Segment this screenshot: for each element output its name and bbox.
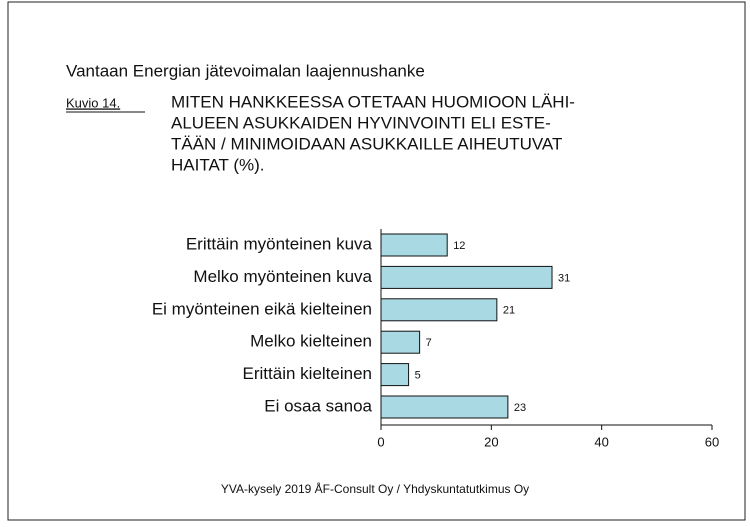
value-label: 23	[514, 402, 526, 414]
x-tick-label: 40	[594, 434, 608, 449]
y-tick-label: Melko kielteinen	[250, 332, 372, 351]
value-label: 5	[415, 370, 421, 382]
source: YVA-kysely 2019 ÅF-Consult Oy / Yhdyskun…	[221, 481, 529, 496]
frame	[7, 1, 746, 521]
chart-title: HAITAT (%).	[171, 155, 265, 174]
value-label: 7	[426, 337, 432, 349]
y-tick-label: Erittäin myönteinen kuva	[186, 234, 373, 253]
figure-label: Kuvio 14.	[66, 95, 120, 110]
y-tick-label: Ei osaa sanoa	[264, 396, 372, 415]
bar	[380, 330, 421, 354]
x-tick-label: 0	[377, 434, 384, 449]
chart-title: MITEN HANKKEESSA OTETAAN HUOMIOON LÄHI-	[171, 92, 575, 111]
chart-title: ALUEEN ASUKKAIDEN HYVINVOINTI ELI ESTE-	[171, 113, 551, 132]
bar	[380, 395, 509, 419]
chart-title: TÄÄN / MINIMOIDAAN ASUKKAILLE AIHEUTUVAT	[171, 134, 562, 153]
value-label: 12	[453, 240, 465, 252]
x-tick-label: 60	[705, 434, 719, 449]
bar	[380, 298, 498, 322]
y-tick-label: Ei myönteinen eikä kielteinen	[152, 299, 372, 318]
value-label: 21	[503, 305, 515, 317]
value-label: 31	[558, 272, 570, 284]
bar	[380, 363, 410, 387]
y-tick-label: Erittäin kielteinen	[243, 364, 372, 383]
bar	[380, 265, 553, 289]
x-tick-label: 20	[484, 434, 498, 449]
header: Vantaan Energian jätevoimalan laajennush…	[66, 61, 425, 80]
bar	[380, 233, 448, 257]
y-tick-label: Melko myönteinen kuva	[193, 267, 372, 286]
